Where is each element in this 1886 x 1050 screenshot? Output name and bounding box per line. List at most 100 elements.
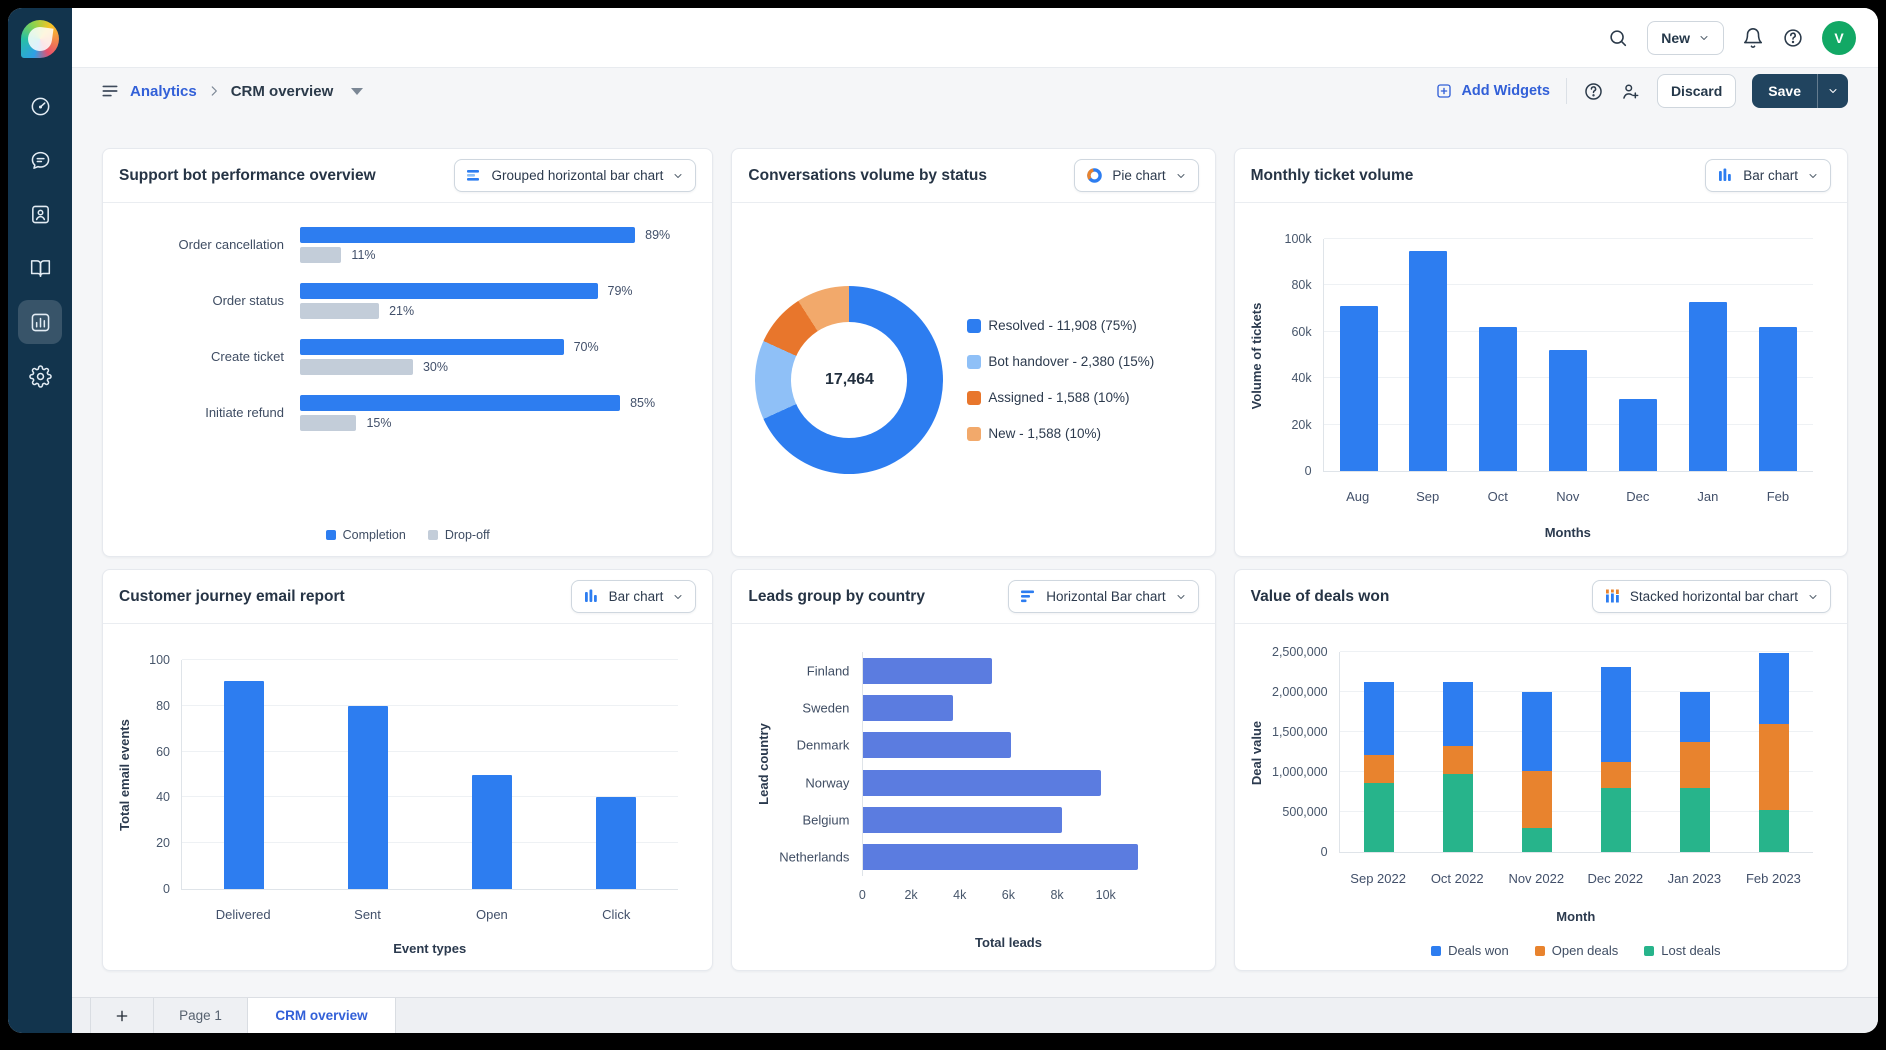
add-widgets-button[interactable]: Add Widgets (1435, 82, 1550, 100)
segment-deals-won[interactable] (1679, 692, 1710, 742)
legend-item[interactable]: Deals won (1431, 943, 1509, 958)
donut-ring[interactable]: 17,464 (755, 285, 944, 474)
bar-aug[interactable] (1339, 306, 1378, 471)
segment-deals-won[interactable] (1364, 681, 1395, 756)
bar-denmark[interactable] (863, 732, 1012, 759)
bar-completion[interactable] (300, 338, 564, 355)
bar-drop-off[interactable] (300, 414, 357, 431)
help-icon[interactable] (1782, 27, 1804, 49)
bar-delivered[interactable] (224, 680, 265, 889)
bar-jan[interactable] (1689, 301, 1728, 471)
bell-icon[interactable] (1742, 27, 1764, 49)
category-bars: 70% 30% (300, 335, 696, 378)
segment-open-deals[interactable] (1600, 761, 1631, 788)
segment-deals-won[interactable] (1600, 667, 1631, 762)
freshworks-logo-icon[interactable] (21, 20, 59, 58)
bar-completion[interactable] (300, 226, 636, 243)
dashboard-dropdown-caret-icon[interactable] (351, 87, 364, 95)
tab-page-1[interactable]: Page 1 (154, 998, 248, 1033)
bar-value-label: 15% (366, 415, 392, 430)
sidebar-item-knowledge-base[interactable] (18, 246, 62, 290)
segment-lost-deals[interactable] (1679, 788, 1710, 852)
bar-slot (1673, 239, 1743, 471)
bar-value-label: 11% (351, 247, 376, 262)
segment-open-deals[interactable] (1442, 746, 1473, 774)
bar-oct[interactable] (1479, 327, 1518, 471)
bar-jan-2023[interactable] (1679, 652, 1710, 852)
sidebar-item-conversations[interactable] (18, 138, 62, 182)
legend-item[interactable]: Completion (325, 528, 406, 542)
segment-open-deals[interactable] (1679, 741, 1710, 788)
chart-type-dropdown[interactable]: Horizontal Bar chart (1008, 580, 1199, 613)
search-icon[interactable] (1607, 27, 1629, 49)
bar-finland[interactable] (863, 657, 993, 684)
bar-drop-off[interactable] (300, 302, 380, 319)
chart-type-dropdown[interactable]: Stacked horizontal bar chart (1591, 580, 1831, 613)
avatar-initial: V (1834, 29, 1844, 46)
bar-completion[interactable] (300, 394, 621, 411)
chat-bubble-icon (31, 151, 49, 169)
bar-drop-off[interactable] (300, 358, 413, 375)
chart-type-dropdown[interactable]: Bar chart (570, 580, 697, 613)
tab-crm-overview[interactable]: CRM overview (248, 998, 396, 1033)
segment-open-deals[interactable] (1364, 755, 1395, 784)
bar-sent[interactable] (348, 705, 389, 889)
sidebar-item-dashboard[interactable] (18, 84, 62, 128)
avatar[interactable]: V (1822, 20, 1856, 55)
segment-lost-deals[interactable] (1442, 773, 1473, 852)
bar-sep[interactable] (1409, 250, 1448, 471)
sidebar-item-settings[interactable] (18, 354, 62, 398)
chart-type-dropdown[interactable]: Bar chart (1705, 159, 1831, 192)
share-user-icon[interactable] (1620, 81, 1641, 102)
bar-dec[interactable] (1619, 399, 1658, 471)
legend-item[interactable]: Assigned - 1,588 (10%) (967, 390, 1154, 405)
bar-nov-2022[interactable] (1521, 652, 1552, 852)
breadcrumb-analytics[interactable]: Analytics (130, 82, 197, 100)
legend-swatch (325, 530, 336, 540)
x-axis-tick-label: 10k (1095, 888, 1116, 902)
save-dropdown-chevron[interactable] (1818, 74, 1848, 108)
legend-item[interactable]: Lost deals (1644, 943, 1721, 958)
conversations-donut-chart: 17,464 Resolved - 11,908 (75%) Bot handove… (732, 203, 1214, 556)
segment-lost-deals[interactable] (1758, 809, 1789, 852)
new-button[interactable]: New (1647, 20, 1724, 55)
bar-oct-2022[interactable] (1442, 652, 1473, 852)
bar-sweden[interactable] (863, 694, 954, 721)
category-group: Initiate refund 85% 15% (119, 391, 696, 434)
segment-deals-won[interactable] (1758, 652, 1789, 725)
bar-sep-2022[interactable] (1364, 652, 1395, 852)
add-page-button[interactable] (90, 998, 154, 1033)
legend-item[interactable]: Resolved - 11,908 (75%) (967, 318, 1154, 333)
chart-type-dropdown[interactable]: Pie chart (1074, 159, 1199, 192)
segment-open-deals[interactable] (1758, 724, 1789, 810)
bar-click[interactable] (596, 797, 637, 889)
help-circle-icon[interactable] (1583, 81, 1604, 102)
bar-nov[interactable] (1549, 350, 1588, 471)
bar-norway[interactable] (863, 769, 1102, 796)
sidebar-item-analytics[interactable] (18, 300, 62, 344)
bar-dec-2022[interactable] (1600, 652, 1631, 852)
legend-item[interactable]: Open deals (1534, 943, 1618, 958)
bar-drop-off[interactable] (300, 246, 342, 263)
bar-netherlands[interactable] (863, 844, 1138, 871)
bar-belgium[interactable] (863, 806, 1063, 833)
save-button[interactable]: Save (1752, 74, 1848, 108)
bar-slot (1603, 239, 1673, 471)
segment-lost-deals[interactable] (1364, 783, 1395, 852)
segment-lost-deals[interactable] (1521, 828, 1552, 852)
legend-item[interactable]: Drop-off (427, 528, 490, 542)
segment-open-deals[interactable] (1521, 771, 1552, 828)
segment-lost-deals[interactable] (1600, 788, 1631, 852)
legend-item[interactable]: Bot handover - 2,380 (15%) (967, 354, 1154, 369)
bar-feb[interactable] (1759, 327, 1797, 471)
legend-item[interactable]: New - 1,588 (10%) (967, 426, 1154, 441)
bar-completion[interactable] (300, 282, 598, 299)
segment-deals-won[interactable] (1521, 692, 1552, 772)
segment-deals-won[interactable] (1442, 681, 1473, 747)
bar-open[interactable] (472, 774, 513, 889)
sidebar-item-contacts[interactable] (18, 192, 62, 236)
menu-icon[interactable] (100, 81, 120, 101)
discard-button[interactable]: Discard (1656, 74, 1737, 108)
bar-feb-2023[interactable] (1758, 652, 1789, 852)
chart-type-dropdown[interactable]: Grouped horizontal bar chart (453, 159, 697, 192)
